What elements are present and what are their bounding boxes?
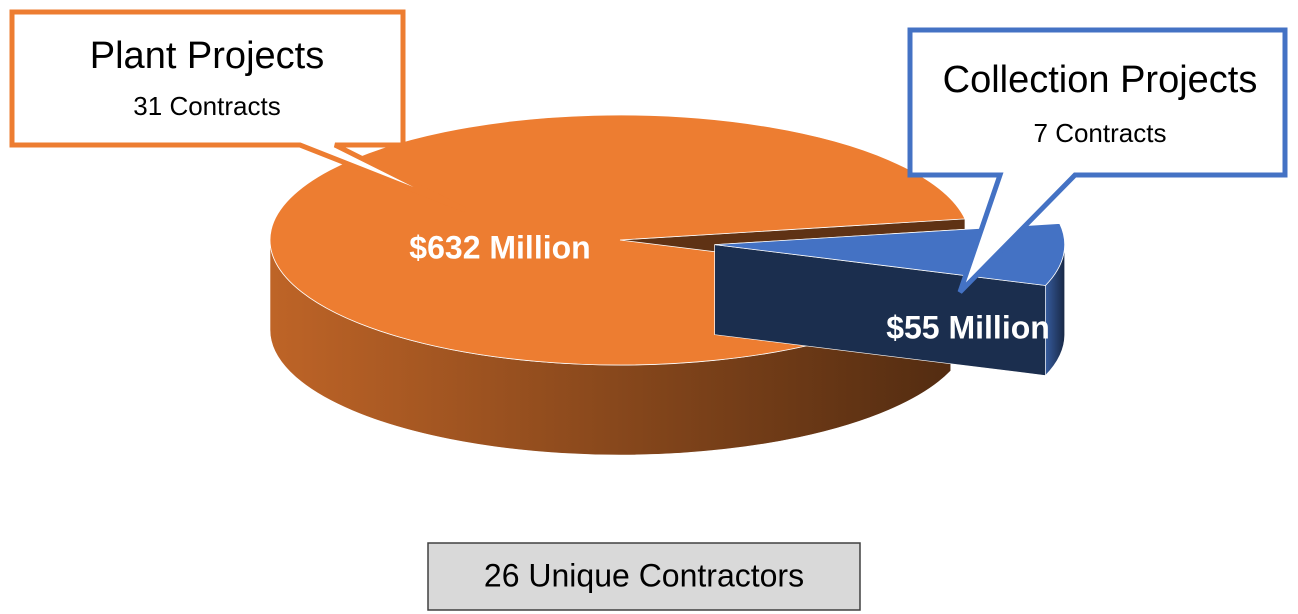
category-label: Plant Projects	[90, 35, 324, 77]
callout-box	[907, 27, 1288, 294]
footer-box	[427, 542, 861, 611]
callout-box	[9, 9, 467, 213]
plant-callout: Plant Projects 31 Contracts	[9, 9, 467, 213]
annotation: 31 Contracts	[133, 91, 280, 121]
category-label: Collection Projects	[943, 59, 1258, 101]
value-label: $55 Million	[886, 309, 1050, 345]
annotation: 7 Contracts	[1034, 118, 1167, 148]
footer: 26 Unique Contractors	[484, 557, 804, 593]
pie	[269, 114, 1066, 456]
value-label: $632 Million	[409, 229, 590, 265]
collection-callout: Collection Projects 7 Contracts	[907, 27, 1288, 294]
